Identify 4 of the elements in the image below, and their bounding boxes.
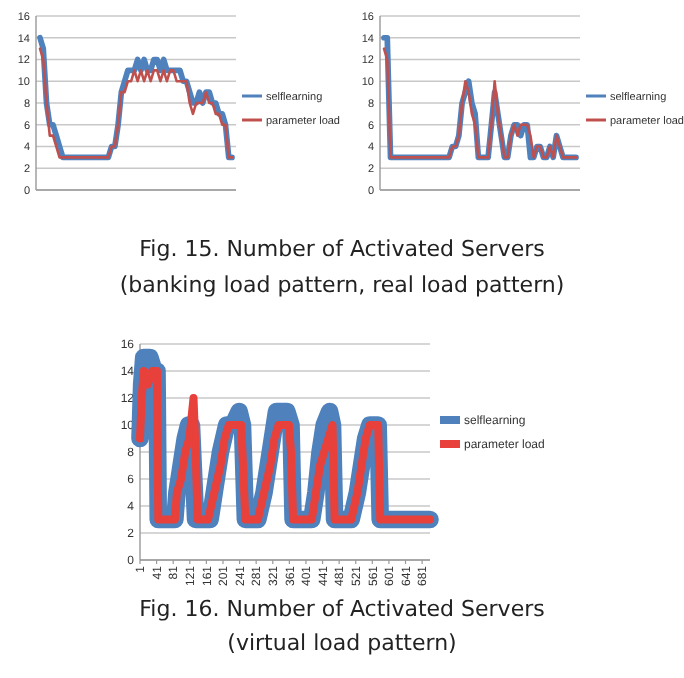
caption: Fig. 15. Number of Activated Servers xyxy=(139,236,546,262)
text: (banking load pattern, real load pattern) xyxy=(119,272,565,298)
text: (virtual load pattern) xyxy=(227,630,457,656)
caption: Fig. 16. Number of Activated Servers xyxy=(139,596,546,622)
